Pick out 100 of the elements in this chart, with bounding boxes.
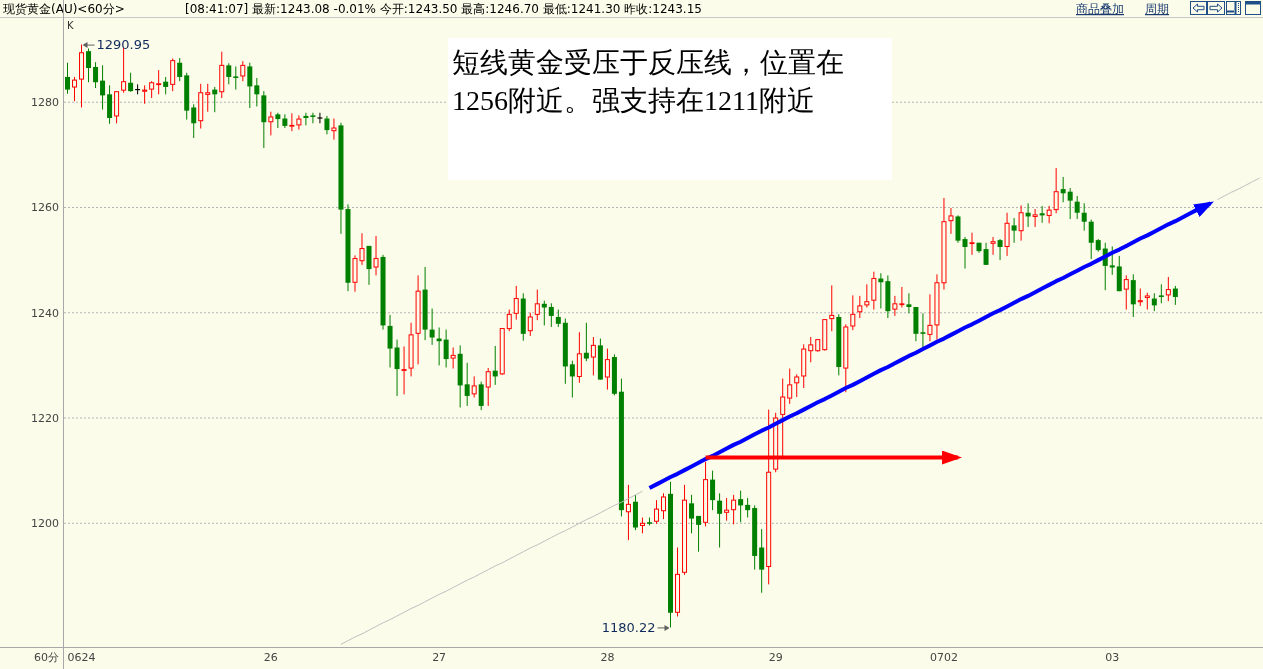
- candlestick: [1067, 187, 1073, 220]
- candlestick: [450, 347, 456, 370]
- candlestick: [1172, 285, 1178, 306]
- candlestick: [506, 309, 512, 332]
- candlestick: [65, 62, 71, 95]
- y-tick-label: 1260: [31, 201, 59, 215]
- candlestick: [983, 242, 989, 266]
- candlestick: [794, 373, 800, 398]
- candlestick: [191, 103, 197, 139]
- candlestick: [696, 515, 702, 553]
- candlestick: [590, 336, 596, 376]
- y-tick-label: 1240: [31, 306, 59, 320]
- candlestick: [100, 64, 106, 111]
- candlestick: [850, 294, 856, 331]
- candlestick: [625, 484, 631, 541]
- candlestick: [717, 492, 723, 549]
- x-tick-label: 26: [263, 651, 278, 664]
- candlestick: [724, 497, 730, 522]
- candlestick: [710, 470, 716, 511]
- candlestick: [1018, 204, 1024, 242]
- candlestick: [948, 207, 954, 235]
- candlestick: [1123, 274, 1129, 311]
- candlestick: [969, 232, 975, 256]
- candlestick: [226, 62, 232, 85]
- candlestick: [1158, 283, 1164, 304]
- x-axis-title: 60分: [34, 651, 59, 664]
- candlestick: [86, 48, 92, 83]
- candlestick: [990, 236, 996, 256]
- candlestick: [962, 236, 968, 270]
- candlestick: [1109, 245, 1115, 276]
- candlestick: [1074, 195, 1080, 220]
- x-tick-label: 0624: [67, 651, 96, 664]
- candlestick: [906, 292, 912, 314]
- candlestick: [1004, 212, 1010, 257]
- candlestick: [401, 345, 407, 395]
- candlestick: [661, 492, 666, 520]
- candlestick: [745, 497, 751, 519]
- candlestick: [394, 339, 400, 397]
- candlestick: [282, 113, 288, 129]
- candlestick: [569, 360, 575, 399]
- text: 周期: [1145, 2, 1169, 16]
- candlestick: [1053, 167, 1059, 214]
- candlestick: [1088, 219, 1094, 260]
- candlestick: [920, 312, 926, 349]
- candlestick: [268, 111, 274, 136]
- candlestick: [303, 112, 309, 126]
- candlestick: [604, 348, 610, 391]
- x-tick-label: 28: [600, 651, 615, 664]
- candlestick: [373, 235, 379, 276]
- candlestick: [310, 112, 316, 124]
- candlestick: [72, 76, 78, 102]
- candlestick: [429, 308, 435, 346]
- candlestick: [478, 381, 484, 411]
- candlestick: [689, 494, 695, 534]
- candlestick: [317, 112, 323, 124]
- candlestick: [142, 84, 148, 105]
- candlestick: [1011, 217, 1017, 244]
- text: 商品叠加: [1076, 2, 1124, 16]
- candlestick: [1046, 205, 1052, 224]
- y-tick-label: 1280: [31, 96, 59, 110]
- candlestick: [240, 60, 246, 82]
- candlestick: [738, 490, 744, 523]
- annotation: 短线黄金受压于反压线，位置在1256附近。强支持在1211附近: [452, 47, 844, 116]
- candlestick: [1060, 176, 1066, 203]
- candlestick: [471, 375, 477, 399]
- candlestick: [128, 72, 134, 93]
- chart-subtitle: [08:41:07] 最新:1243.08 -0.01% 今开:1243.50 最高:1246.70 最低:1241.30 昨收:1243.15: [185, 2, 702, 16]
- candlestick: [548, 302, 554, 328]
- x-tick-label: 27: [432, 651, 447, 664]
- candlestick: [485, 367, 491, 407]
- candlestick: [121, 47, 127, 94]
- x-tick-label: 0702: [929, 651, 958, 664]
- y-tick-label: 1200: [31, 517, 59, 531]
- y-tick-label: 1220: [31, 411, 59, 425]
- candlestick: [366, 245, 372, 286]
- annotation: 1180.22: [601, 619, 656, 635]
- candlestick: [864, 283, 870, 308]
- candlestick: [1039, 205, 1045, 224]
- candlestick: [324, 115, 330, 135]
- candlestick: [829, 284, 835, 332]
- candlestick: [93, 61, 99, 89]
- candlestick: [527, 312, 533, 337]
- candlestick: [583, 322, 589, 362]
- candlestick: [247, 62, 253, 109]
- candlestick: [576, 331, 582, 384]
- candlestick: [857, 295, 863, 319]
- candlestick: [156, 69, 162, 95]
- candlestick: [275, 112, 281, 129]
- candlestick: [254, 77, 260, 107]
- candlestick: [177, 57, 183, 82]
- x-tick-label: 29: [768, 651, 783, 664]
- candlestick: [205, 83, 211, 113]
- candlestick: [331, 118, 337, 141]
- candlestick: [464, 362, 470, 407]
- candlestick: [787, 368, 793, 405]
- candlestick: [513, 285, 519, 321]
- candlestick: [871, 271, 877, 311]
- candlestick: [1165, 276, 1171, 302]
- x-tick-label: 03: [1105, 651, 1120, 664]
- candlestick: [443, 329, 449, 368]
